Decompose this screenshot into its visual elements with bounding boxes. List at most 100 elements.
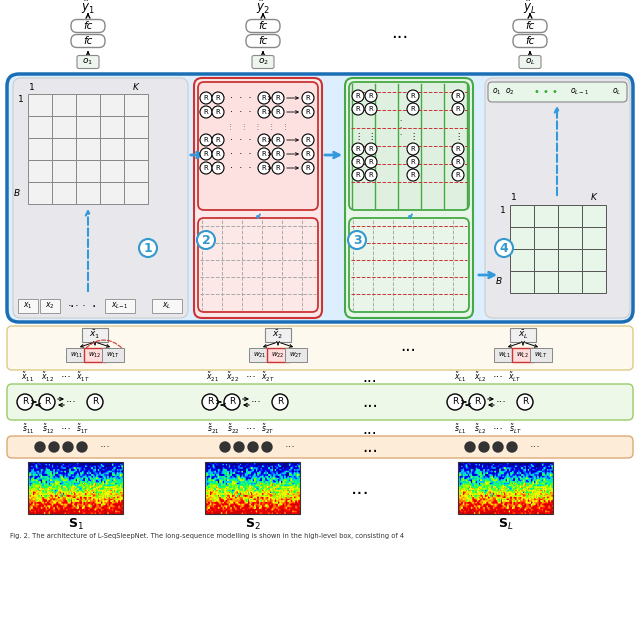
Text: fc: fc <box>83 36 93 46</box>
Text: $o_2$: $o_2$ <box>505 87 515 97</box>
Text: R: R <box>216 165 220 171</box>
Circle shape <box>200 106 212 118</box>
Circle shape <box>200 148 212 160</box>
Text: $\mathbf{S}_2$: $\mathbf{S}_2$ <box>244 517 260 532</box>
FancyBboxPatch shape <box>519 56 541 68</box>
Circle shape <box>407 143 419 155</box>
Text: ·
·
·: · · · <box>399 118 401 138</box>
Text: R: R <box>204 137 209 143</box>
Bar <box>124 94 148 116</box>
Circle shape <box>272 92 284 104</box>
Circle shape <box>479 442 489 452</box>
Bar <box>28 116 52 138</box>
Circle shape <box>212 162 224 174</box>
Text: R: R <box>369 106 373 112</box>
Text: $x_2$: $x_2$ <box>45 301 55 311</box>
Text: $\bar{x}_L$: $\bar{x}_L$ <box>518 329 529 341</box>
Circle shape <box>352 103 364 115</box>
Bar <box>152 299 182 313</box>
Text: ···: ··· <box>285 442 296 452</box>
Circle shape <box>200 92 212 104</box>
Bar <box>124 182 148 204</box>
Text: $\tilde{x}_{L1}$: $\tilde{x}_{L1}$ <box>454 371 467 384</box>
Text: R: R <box>262 151 266 157</box>
Text: $w_{LT}$: $w_{LT}$ <box>534 350 548 360</box>
Bar <box>510 205 534 227</box>
Text: Fig. 2. The architecture of L-SeqSleepNet. The long-sequence modelling is shown : Fig. 2. The architecture of L-SeqSleepNe… <box>10 533 404 539</box>
Text: 1: 1 <box>500 206 506 215</box>
Text: $x_{L\!-\!1}$: $x_{L\!-\!1}$ <box>111 301 129 311</box>
Text: ·  ·  ·: · · · <box>230 135 252 145</box>
Bar <box>124 160 148 182</box>
FancyBboxPatch shape <box>77 56 99 68</box>
Text: ·  ·  ·: · · · <box>230 163 252 173</box>
Bar <box>84 348 106 362</box>
Text: 1: 1 <box>29 83 35 92</box>
Text: 2: 2 <box>202 233 211 246</box>
Text: R: R <box>204 151 209 157</box>
Text: ···: ··· <box>61 372 72 382</box>
Bar <box>558 227 582 249</box>
Text: R: R <box>276 109 280 115</box>
Bar <box>205 462 300 514</box>
Bar <box>265 328 291 342</box>
FancyBboxPatch shape <box>485 78 630 318</box>
Text: R: R <box>229 398 235 406</box>
Text: ...: ... <box>392 24 408 42</box>
Text: $\tilde{x}_{1T}$: $\tilde{x}_{1T}$ <box>76 371 90 384</box>
Text: R: R <box>204 165 209 171</box>
Circle shape <box>352 156 364 168</box>
Bar <box>534 249 558 271</box>
Text: $\bar{x}_1$: $\bar{x}_1$ <box>90 329 100 341</box>
Text: R: R <box>356 159 360 165</box>
Text: R: R <box>411 159 415 165</box>
Text: R: R <box>452 398 458 406</box>
Text: R: R <box>216 95 220 101</box>
Text: ·: · <box>70 300 74 314</box>
Text: $\tilde{s}_{LT}$: $\tilde{s}_{LT}$ <box>509 423 522 436</box>
Circle shape <box>302 134 314 146</box>
Text: R: R <box>207 398 213 406</box>
Text: R: R <box>306 95 310 101</box>
Circle shape <box>200 134 212 146</box>
Circle shape <box>139 239 157 257</box>
Text: ...: ... <box>351 478 369 497</box>
Circle shape <box>407 103 419 115</box>
Text: R: R <box>277 398 283 406</box>
Text: ...: ... <box>363 369 378 384</box>
Text: R: R <box>474 398 480 406</box>
Bar <box>534 271 558 293</box>
Text: $o_{L-1}$: $o_{L-1}$ <box>570 87 589 97</box>
Text: 1: 1 <box>143 241 152 255</box>
Circle shape <box>77 442 87 452</box>
Circle shape <box>302 162 314 174</box>
FancyBboxPatch shape <box>198 218 318 312</box>
Text: fc: fc <box>525 21 534 31</box>
Text: $\tilde{s}_{21}$: $\tilde{s}_{21}$ <box>207 423 219 436</box>
Circle shape <box>224 394 240 410</box>
Bar <box>52 182 76 204</box>
Text: ·  ·  ·: · · · <box>230 149 252 159</box>
Text: R: R <box>369 172 373 178</box>
Bar <box>582 249 606 271</box>
Bar <box>100 116 124 138</box>
Text: $w_{L2}$: $w_{L2}$ <box>516 350 529 360</box>
Text: ···: ··· <box>529 442 540 452</box>
Circle shape <box>262 442 272 452</box>
Text: $\bar{x}_2$: $\bar{x}_2$ <box>273 329 284 341</box>
Text: R: R <box>411 106 415 112</box>
Text: $\mathbf{S}_L$: $\mathbf{S}_L$ <box>498 517 513 532</box>
Text: ···: ··· <box>493 424 504 434</box>
Bar <box>512 348 534 362</box>
FancyBboxPatch shape <box>488 82 627 102</box>
Circle shape <box>212 148 224 160</box>
Bar <box>100 160 124 182</box>
Text: $\hat{y}_2$: $\hat{y}_2$ <box>256 0 270 16</box>
Text: ⋮: ⋮ <box>454 132 462 140</box>
Circle shape <box>220 442 230 452</box>
Bar <box>100 94 124 116</box>
Circle shape <box>272 106 284 118</box>
Circle shape <box>352 90 364 102</box>
Bar <box>52 94 76 116</box>
Text: $\tilde{x}_{12}$: $\tilde{x}_{12}$ <box>42 371 54 384</box>
